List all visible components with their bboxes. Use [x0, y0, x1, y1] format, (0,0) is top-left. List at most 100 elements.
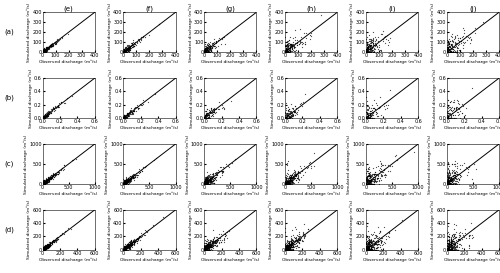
Point [283, 180, 291, 184]
Point [462, 106, 470, 110]
Point [120, 246, 128, 250]
Point [446, 179, 454, 183]
Point [42, 244, 50, 248]
Point [368, 245, 376, 250]
Point [366, 179, 374, 183]
Point [203, 244, 211, 248]
Point [56, 100, 64, 104]
Point [203, 178, 211, 182]
Point [366, 247, 374, 251]
Point [284, 180, 292, 184]
Point [42, 112, 50, 117]
Point [202, 113, 209, 117]
Point [204, 48, 212, 52]
Point [282, 49, 290, 53]
Point [380, 241, 388, 246]
Point [286, 114, 294, 118]
Point [54, 170, 62, 174]
Point [202, 178, 210, 182]
Point [282, 180, 290, 185]
Point [286, 50, 294, 54]
Point [289, 244, 297, 248]
Point [125, 241, 133, 246]
Point [124, 46, 132, 51]
Point [52, 105, 60, 109]
Point [446, 180, 454, 185]
Point [46, 174, 54, 178]
Point [42, 180, 50, 184]
Point [45, 243, 53, 248]
Point [444, 180, 452, 184]
Point [286, 242, 294, 246]
Point [132, 171, 140, 175]
Point [444, 248, 452, 252]
Point [137, 38, 145, 42]
Point [201, 245, 209, 249]
Point [208, 181, 216, 185]
Point [43, 242, 51, 247]
Point [42, 244, 50, 248]
Point [282, 49, 290, 54]
Point [445, 248, 453, 252]
Point [364, 50, 372, 54]
Point [286, 180, 294, 184]
Point [295, 238, 303, 243]
Point [42, 47, 50, 52]
Point [202, 177, 209, 181]
Point [444, 113, 452, 117]
Point [366, 248, 374, 252]
Point [202, 181, 209, 185]
Point [42, 49, 50, 54]
Point [452, 248, 460, 252]
Point [300, 239, 308, 243]
Point [446, 43, 454, 48]
Point [444, 116, 452, 120]
Point [39, 246, 47, 250]
Point [207, 245, 215, 250]
Point [295, 231, 303, 236]
Point [120, 248, 128, 252]
Point [130, 43, 138, 48]
Point [130, 108, 138, 112]
Point [452, 238, 460, 242]
Point [291, 236, 299, 240]
Point [202, 116, 209, 120]
Point [290, 44, 298, 48]
Point [202, 49, 210, 53]
Point [284, 50, 292, 54]
Point [44, 178, 52, 182]
Point [204, 47, 212, 52]
Point [443, 29, 451, 34]
Point [200, 48, 208, 53]
Point [40, 48, 48, 52]
Point [120, 50, 128, 54]
Point [48, 176, 56, 180]
Point [376, 239, 384, 243]
Point [364, 49, 372, 53]
Point [122, 49, 130, 53]
Point [206, 44, 214, 48]
Point [364, 247, 372, 251]
Point [449, 239, 457, 244]
Point [294, 42, 302, 46]
Point [202, 182, 209, 186]
Point [134, 106, 141, 110]
Point [204, 244, 212, 248]
Point [374, 103, 382, 108]
Point [284, 115, 292, 120]
Point [53, 171, 61, 176]
Point [124, 178, 132, 182]
Point [124, 111, 132, 115]
Point [286, 176, 294, 180]
Point [285, 176, 293, 180]
Point [44, 243, 52, 248]
Point [202, 244, 210, 248]
Point [290, 174, 298, 178]
Point [40, 246, 48, 251]
Point [284, 179, 292, 183]
Point [204, 50, 212, 54]
Point [444, 248, 452, 252]
Point [445, 247, 453, 252]
Point [286, 175, 294, 179]
Point [284, 179, 292, 183]
